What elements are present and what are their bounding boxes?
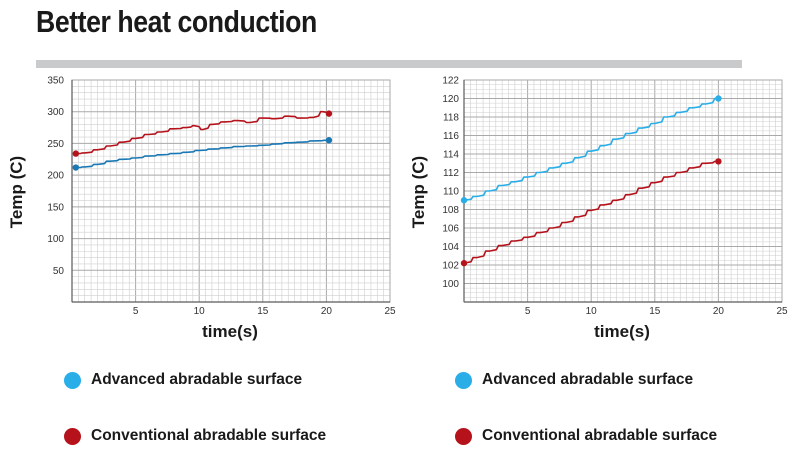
x-tick-label: 25 [776,306,788,317]
series-end-point-advanced [715,95,722,102]
y-tick-label: 50 [53,266,65,277]
x-tick-label: 5 [133,306,139,317]
charts-canvas: 5 10 15 20 25 50 100 150 200 250 300 350 time(s) Temp… [7,76,788,342]
x-tick-label: 10 [194,306,206,317]
series-start-point-conventional [72,150,80,157]
legend-item-conventional-left: Conventional abradable surface [64,408,326,464]
series-end-point-conventional [715,158,722,165]
y-tick-label: 110 [443,187,459,198]
x-axis-label: time(s) [202,322,258,341]
x-tick-label: 15 [257,306,269,317]
chart-right: 5 10 15 20 25 100 102 104 106 108 110 112 114 116 118 1… [409,76,788,342]
x-tick-label: 20 [321,306,333,317]
y-tick-label: 120 [442,94,459,105]
x-tick-label: 20 [713,306,725,317]
y-tick-label: 200 [47,171,64,182]
chart-left: 5 10 15 20 25 50 100 150 200 250 300 350 time(s) Temp… [7,76,396,342]
legend-item-conventional-right: Conventional abradable surface [455,408,717,464]
legend-item-advanced-right: Advanced abradable surface [455,352,717,408]
x-tick-label: 25 [384,306,396,317]
legend-dot-advanced-icon [64,371,81,389]
series-end-point-conventional [325,110,333,117]
y-tick-label: 114 [443,150,459,161]
y-tick-label: 118 [443,113,459,124]
legend-dot-conventional-icon [455,427,472,445]
legend-label-advanced: Advanced abradable surface [91,371,303,388]
y-tick-label: 100 [47,234,64,245]
legend-label-conventional: Conventional abradable surface [91,427,327,444]
y-tick-label: 100 [442,279,459,290]
series-start-point-conventional [460,259,468,267]
legend-dot-conventional-icon [64,427,81,445]
y-tick-label: 102 [442,261,459,272]
y-axis-label: Temp (C) [7,156,26,228]
x-axis-label: time(s) [594,322,650,341]
series-end-point-advanced [325,137,333,144]
y-tick-label: 300 [47,107,64,118]
y-tick-label: 106 [442,224,459,235]
legend-right: Advanced abradable surface Conventional … [455,352,717,464]
legend-dot-advanced-icon [455,371,472,389]
y-axis-label: Temp (C) [409,156,428,228]
legend-label-conventional: Conventional abradable surface [482,427,718,444]
series-line-conventional [463,160,719,264]
x-tick-label: 15 [649,306,661,317]
series-line-advanced [75,139,329,169]
series-line-conventional [75,110,329,155]
legend-left: Advanced abradable surface Conventional … [64,352,326,464]
y-tick-label: 122 [442,76,459,87]
y-tick-label: 104 [442,242,459,253]
y-tick-label: 116 [443,131,459,142]
y-tick-label: 250 [47,139,64,150]
y-tick-label: 350 [47,76,64,87]
x-tick-label: 5 [525,306,531,317]
series-start-point-advanced [460,197,468,204]
series-start-point-advanced [72,164,80,171]
y-tick-label: 112 [443,168,459,179]
title-divider [36,60,742,68]
page-title: Better heat conduction [36,4,317,39]
legend-item-advanced-left: Advanced abradable surface [64,352,326,408]
y-tick-label: 108 [442,205,459,216]
y-tick-label: 150 [47,202,64,213]
series-line-advanced [463,97,719,202]
legend-label-advanced: Advanced abradable surface [482,371,694,388]
x-tick-label: 10 [586,306,598,317]
